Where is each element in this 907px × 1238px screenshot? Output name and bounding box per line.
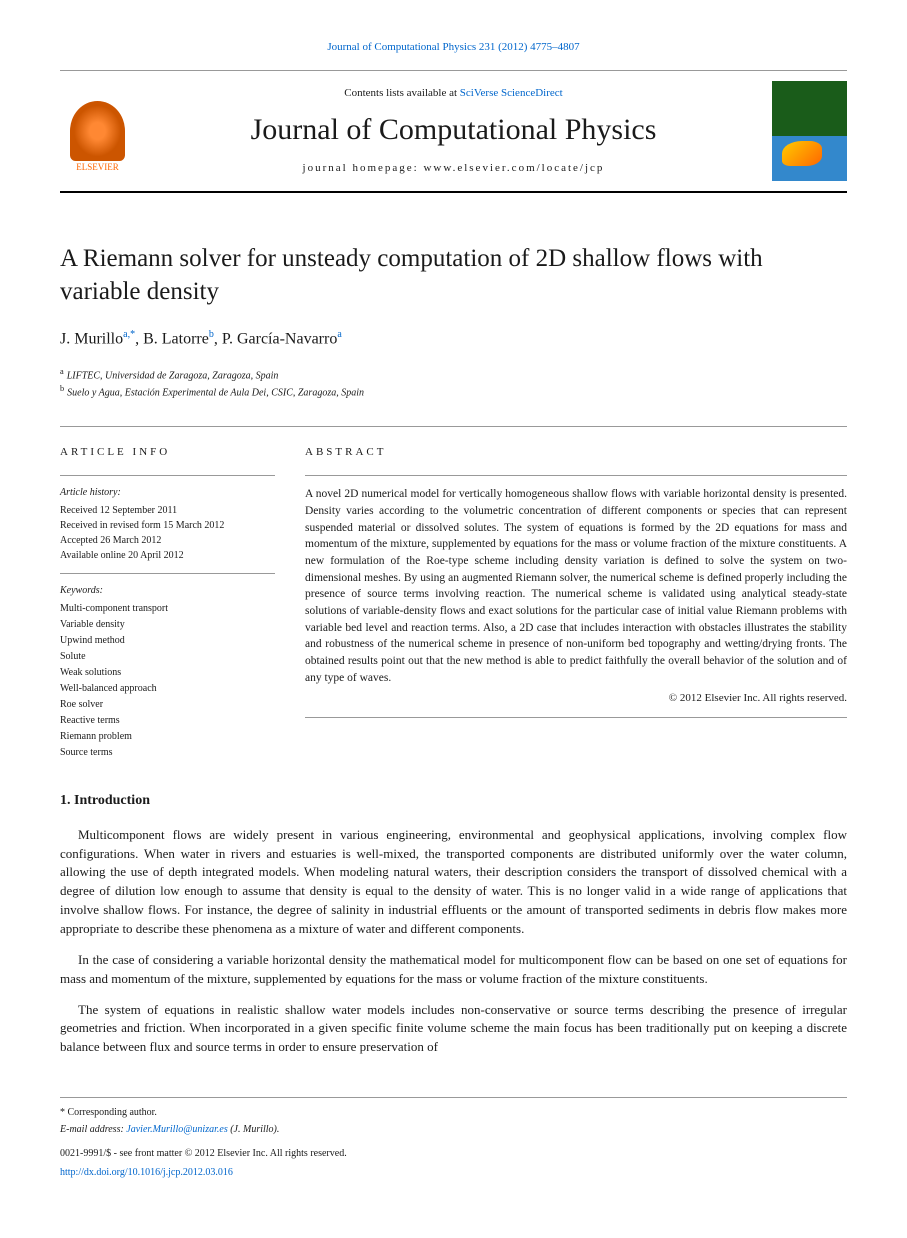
keyword: Multi-component transport [60,601,275,616]
divider [305,717,847,718]
intro-para-2: In the case of considering a variable ho… [60,951,847,989]
author-3: , P. García-Navarro [214,331,338,348]
contents-available: Contents lists available at SciVerse Sci… [150,86,757,101]
article-info-heading: ARTICLE INFO [60,445,275,460]
affiliations: aLIFTEC, Universidad de Zaragoza, Zarago… [60,366,847,401]
journal-homepage: journal homepage: www.elsevier.com/locat… [150,161,757,176]
intro-para-3: The system of equations in realistic sha… [60,1001,847,1058]
citation-header: Journal of Computational Physics 231 (20… [60,40,847,55]
divider [60,573,275,574]
keyword: Well-balanced approach [60,681,275,696]
abstract-text: A novel 2D numerical model for verticall… [305,486,847,686]
info-abstract-row: ARTICLE INFO Article history: Received 1… [60,426,847,761]
intro-para-1: Multicomponent flows are widely present … [60,826,847,939]
history-item: Accepted 26 March 2012 [60,533,275,548]
keyword: Solute [60,649,275,664]
section-1-title: 1. Introduction [60,791,847,811]
elsevier-logo: ELSEVIER [60,89,135,174]
abstract-heading: ABSTRACT [305,445,847,460]
divider [60,475,275,476]
keywords-list: Multi-component transport Variable densi… [60,601,275,760]
elsevier-tree-icon [70,101,125,161]
scidirect-link[interactable]: SciVerse ScienceDirect [460,87,563,99]
article-title: A Riemann solver for unsteady computatio… [60,243,847,308]
author-1: J. Murillo [60,331,123,348]
issn-line: 0021-9991/$ - see front matter © 2012 El… [60,1147,847,1161]
doi-link[interactable]: http://dx.doi.org/10.1016/j.jcp.2012.03.… [60,1167,233,1178]
history-list: Received 12 September 2011 Received in r… [60,503,275,563]
email-author: (J. Murillo). [230,1124,279,1135]
corresponding-author: * Corresponding author. [60,1106,847,1120]
abstract-column: ABSTRACT A novel 2D numerical model for … [305,445,847,761]
abstract-copyright: © 2012 Elsevier Inc. All rights reserved… [305,691,847,706]
page-footer: * Corresponding author. E-mail address: … [60,1097,847,1180]
keyword: Variable density [60,617,275,632]
history-item: Received 12 September 2011 [60,503,275,518]
homepage-url[interactable]: www.elsevier.com/locate/jcp [423,162,604,174]
doi-line: http://dx.doi.org/10.1016/j.jcp.2012.03.… [60,1166,847,1180]
affiliation-a: aLIFTEC, Universidad de Zaragoza, Zarago… [60,366,847,383]
email-line: E-mail address: Javier.Murillo@unizar.es… [60,1123,847,1137]
publisher-name: ELSEVIER [76,161,119,174]
divider [305,475,847,476]
keyword: Riemann problem [60,729,275,744]
masthead-center: Contents lists available at SciVerse Sci… [150,86,757,177]
journal-name: Journal of Computational Physics [150,109,757,151]
keyword: Roe solver [60,697,275,712]
author-2: , B. Latorre [135,331,209,348]
history-item: Available online 20 April 2012 [60,548,275,563]
history-item: Received in revised form 15 March 2012 [60,518,275,533]
keyword: Weak solutions [60,665,275,680]
author-3-aff[interactable]: a [337,329,341,340]
email-label: E-mail address: [60,1124,124,1135]
email-link[interactable]: Javier.Murillo@unizar.es [126,1124,227,1135]
citation-link[interactable]: Journal of Computational Physics 231 (20… [327,41,579,53]
masthead: ELSEVIER Contents lists available at Sci… [60,70,847,193]
keywords-block: Keywords: Multi-component transport Vari… [60,584,275,760]
affiliation-b: bSuelo y Agua, Estación Experimental de … [60,383,847,400]
article-info-column: ARTICLE INFO Article history: Received 1… [60,445,275,761]
keyword: Source terms [60,745,275,760]
journal-cover-thumbnail [772,81,847,181]
keyword: Upwind method [60,633,275,648]
keyword: Reactive terms [60,713,275,728]
history-label: Article history: [60,486,275,500]
keywords-label: Keywords: [60,584,275,598]
authors-line: J. Murilloa,*, B. Latorreb, P. García-Na… [60,328,847,351]
